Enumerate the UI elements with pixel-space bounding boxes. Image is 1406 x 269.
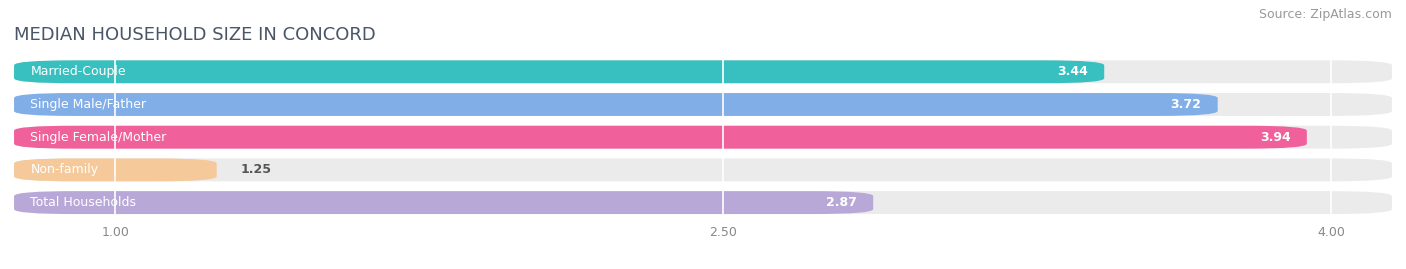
FancyBboxPatch shape	[14, 126, 1392, 149]
FancyBboxPatch shape	[14, 93, 1218, 116]
FancyBboxPatch shape	[14, 60, 1104, 83]
FancyBboxPatch shape	[14, 191, 873, 214]
Text: Married-Couple: Married-Couple	[31, 65, 127, 78]
Text: Non-family: Non-family	[31, 163, 98, 176]
Text: 3.72: 3.72	[1171, 98, 1202, 111]
Text: 1.25: 1.25	[240, 163, 271, 176]
Text: 3.94: 3.94	[1260, 131, 1291, 144]
FancyBboxPatch shape	[14, 60, 1392, 83]
Text: Single Female/Mother: Single Female/Mother	[31, 131, 166, 144]
Text: 3.44: 3.44	[1057, 65, 1088, 78]
Text: Single Male/Father: Single Male/Father	[31, 98, 146, 111]
Text: Source: ZipAtlas.com: Source: ZipAtlas.com	[1258, 8, 1392, 21]
FancyBboxPatch shape	[14, 93, 1392, 116]
FancyBboxPatch shape	[14, 158, 217, 181]
Text: 2.87: 2.87	[827, 196, 858, 209]
Text: MEDIAN HOUSEHOLD SIZE IN CONCORD: MEDIAN HOUSEHOLD SIZE IN CONCORD	[14, 26, 375, 44]
FancyBboxPatch shape	[14, 158, 1392, 181]
FancyBboxPatch shape	[14, 126, 1306, 149]
Text: Total Households: Total Households	[31, 196, 136, 209]
FancyBboxPatch shape	[14, 191, 1392, 214]
